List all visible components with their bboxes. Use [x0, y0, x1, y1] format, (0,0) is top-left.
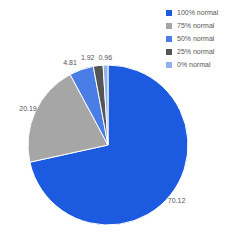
html-text:50% normal: 50% normal [177, 35, 215, 42]
svg-text:1.92: 1.92 [81, 54, 95, 61]
svg-text:0.96: 0.96 [98, 54, 112, 61]
svg-text:70.12: 70.12 [168, 197, 186, 204]
html-text:75% normal: 75% normal [177, 22, 215, 29]
svg-text:4.81: 4.81 [63, 59, 77, 66]
html-text:25% normal: 25% normal [177, 48, 215, 55]
html-text:0% normal: 0% normal [177, 61, 211, 68]
svg-text:20.19: 20.19 [19, 105, 37, 112]
html-text:100% normal: 100% normal [177, 9, 219, 16]
